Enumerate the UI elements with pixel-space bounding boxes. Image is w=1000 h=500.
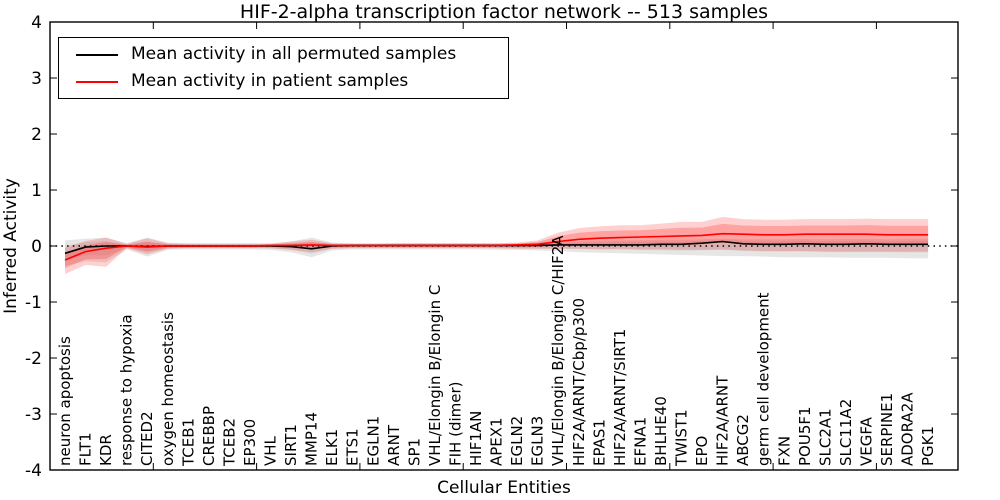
x-tick-label: TCEB1	[179, 418, 197, 467]
x-tick-label: MMP14	[303, 412, 321, 466]
x-tick-label: VEGFA	[858, 416, 876, 466]
x-tick-label: EPAS1	[590, 419, 608, 466]
y-tick-label: 4	[31, 13, 42, 33]
x-tick-label: EGLN1	[364, 416, 382, 466]
x-tick-label: HIF2A/ARNT	[714, 375, 732, 466]
x-tick-label: EPO	[693, 436, 711, 466]
x-tick-label: KDR	[97, 434, 115, 466]
chart-title: HIF-2-alpha transcription factor network…	[239, 1, 769, 23]
x-tick-label: ELK1	[323, 429, 341, 466]
x-tick-label: EGLN2	[508, 416, 526, 466]
x-tick-label: SERPINE1	[878, 393, 896, 466]
y-tick-label: 3	[31, 69, 42, 89]
legend-label-patient: Mean activity in patient samples	[131, 71, 409, 91]
x-tick-label: EP300	[241, 419, 259, 466]
x-tick-label: germ cell development	[755, 292, 773, 466]
x-tick-label: VHL/Elongin B/Elongin C	[426, 285, 444, 466]
x-tick-label: VHL/Elongin B/Elongin C/HIF2A	[549, 235, 567, 466]
x-tick-label: FXN	[775, 436, 793, 466]
legend-item-patient: Mean activity in patient samples	[59, 73, 508, 90]
x-tick-label: CREBBP	[200, 406, 218, 466]
x-tick-label: HIF2A/ARNT/SIRT1	[611, 329, 629, 466]
red-line-swatch	[76, 80, 118, 83]
x-tick-label: HIF1AN	[467, 411, 485, 466]
x-tick-label: CITED2	[138, 411, 156, 466]
y-tick-label: -3	[25, 405, 42, 425]
x-tick-label: ABCG2	[734, 414, 752, 466]
x-tick-label: oxygen homeostasis	[159, 312, 177, 466]
y-tick-label: 0	[31, 237, 42, 257]
x-tick-label: FLT1	[77, 432, 95, 466]
x-tick-label: ADORA2A	[899, 392, 917, 466]
x-tick-label: POU5F1	[796, 406, 814, 466]
legend: Mean activity in all permuted samples Me…	[58, 37, 509, 99]
legend-item-permuted: Mean activity in all permuted samples	[59, 46, 508, 63]
x-tick-label: TWIST1	[673, 409, 691, 467]
x-tick-label: PGK1	[919, 426, 937, 466]
legend-label-permuted: Mean activity in all permuted samples	[131, 44, 457, 64]
x-tick-label: SLC2A1	[816, 408, 834, 466]
x-tick-label: FIH (dimer)	[446, 381, 464, 466]
x-tick-label: HIF2A/ARNT/Cbp/p300	[570, 298, 588, 466]
x-tick-label: SP1	[405, 438, 423, 466]
x-tick-label: SLC11A2	[837, 399, 855, 466]
x-tick-label: EGLN3	[529, 416, 547, 466]
x-axis-title: Cellular Entities	[437, 478, 571, 498]
x-tick-label: VHL	[262, 435, 280, 466]
x-tick-label: EFNA1	[631, 417, 649, 466]
x-tick-label: ETS1	[344, 428, 362, 466]
x-tick-label: neuron apoptosis	[56, 336, 74, 466]
y-tick-label: 2	[31, 125, 42, 145]
x-tick-label: ARNT	[385, 424, 403, 466]
y-tick-label: -1	[25, 293, 42, 313]
y-tick-label: -4	[25, 461, 42, 481]
x-tick-label: BHLHE40	[652, 396, 670, 466]
x-tick-label: APEX1	[488, 417, 506, 466]
y-tick-label: -2	[25, 349, 42, 369]
x-tick-label: SIRT1	[282, 424, 300, 466]
patient-mean-line	[64, 232, 929, 261]
x-tick-label: TCEB2	[220, 418, 238, 467]
y-tick-label: 1	[31, 181, 42, 201]
black-line-swatch	[76, 53, 118, 56]
x-tick-label: response to hypoxia	[118, 314, 136, 466]
